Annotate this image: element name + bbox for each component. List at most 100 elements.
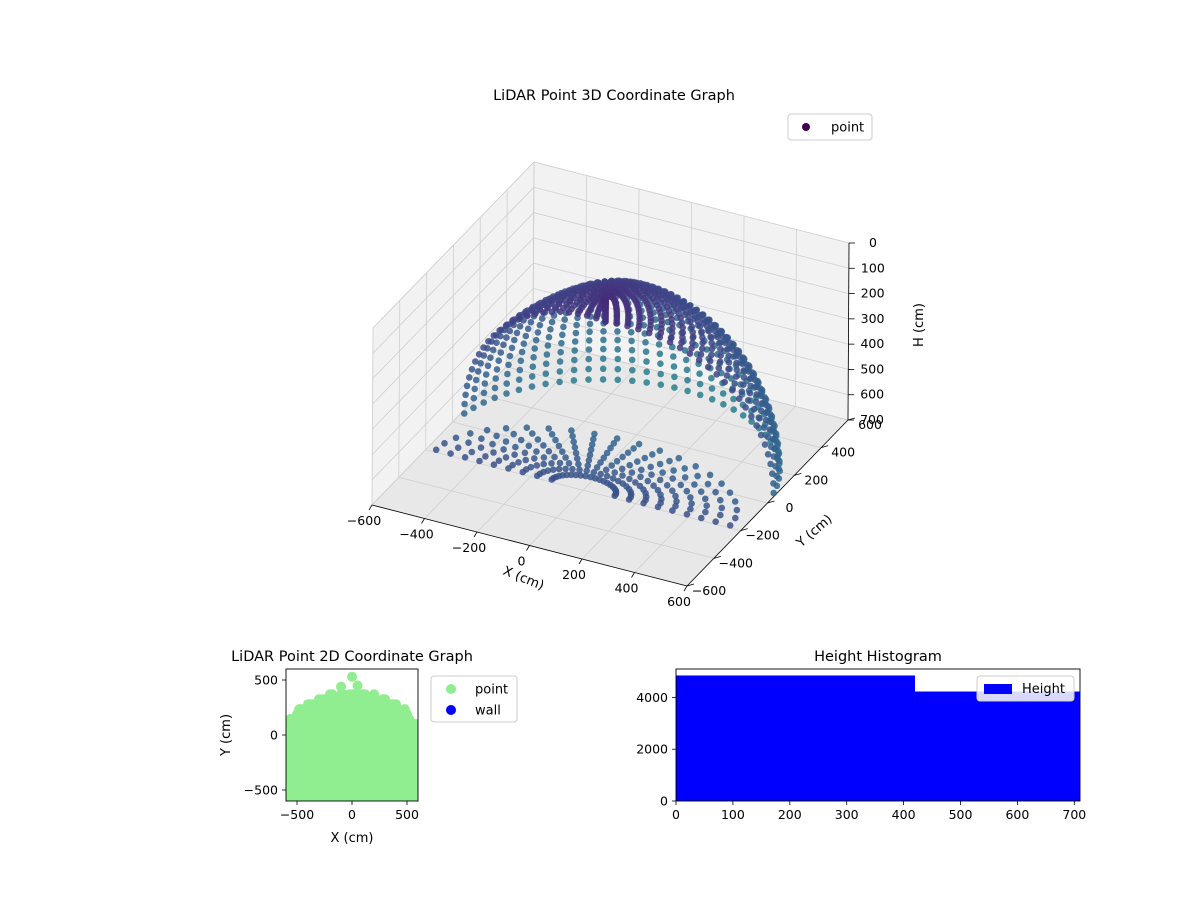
point-marker-2d [413,728,418,739]
point-marker-3d [571,444,579,451]
point-marker-3d [533,472,541,480]
point-marker-3d [538,315,546,322]
point-marker-3d [683,511,691,518]
point-marker-3d [628,356,636,364]
point-marker-3d [522,456,529,464]
point-marker-3d [480,399,488,406]
point-marker-3d [540,309,547,316]
point-marker-3d [482,453,489,460]
point-marker-3d [643,368,650,376]
point-marker-3d [522,332,530,340]
point-marker-3d [697,488,705,496]
point-marker-3d [573,321,580,329]
point-marker-3d [687,505,694,513]
point-marker-3d [708,321,715,329]
y-tick-label-hist: 0 [660,794,668,809]
point-marker-3d [542,360,550,368]
point-marker-3d [544,342,552,349]
point-marker-3d [632,479,639,486]
point-marker-3d [478,435,485,443]
point-marker-3d [753,422,760,429]
point-marker-3d [699,334,706,341]
point-marker-3d [629,366,636,374]
point-marker-3d [490,332,498,339]
point-marker-3d [516,315,524,322]
point-marker-3d [613,435,621,442]
point-marker-3d [461,454,469,461]
y-tick-label: 0 [786,500,794,515]
point-marker-3d [467,430,474,437]
point-marker-3d [648,471,655,479]
point-marker-3d [702,495,709,503]
point-marker-3d [599,355,607,363]
point-marker-3d [772,463,779,470]
point-marker-3d [703,502,710,510]
point-marker-3d [762,416,770,424]
point-marker-3d [656,350,664,358]
chart-title-histogram: Height Histogram [814,649,942,665]
point-marker-3d [452,434,460,442]
point-marker-3d [493,432,500,440]
point-marker-3d [681,474,689,481]
point-marker-3d [738,388,746,396]
point-marker-3d [675,454,683,462]
z-tick-label: 300 [861,311,885,326]
point-marker-3d [503,380,511,387]
point-marker-3d [519,468,527,476]
z-tick-label: 100 [861,260,885,275]
point-marker-3d [643,358,650,365]
point-marker-3d [560,323,567,331]
point-marker-3d [725,365,732,373]
point-marker-3d [672,492,679,500]
point-marker-3d [490,449,497,456]
point-marker-3d [656,476,664,484]
point-marker-3d [708,374,715,382]
point-marker-3d [696,370,703,378]
point-marker-3d [630,445,637,452]
point-marker-3d [603,472,611,480]
point-marker-3d [523,424,531,432]
point-marker-3d [696,380,704,388]
point-marker-3d [717,345,724,353]
point-marker-2d [352,680,363,691]
x-tick-label-2d: 0 [348,807,356,822]
z-axis-label-3d: H (cm) [912,303,927,347]
point-marker-3d [770,489,777,497]
point-marker-3d [542,380,549,388]
point-marker-3d [683,366,691,374]
point-marker-3d [487,354,494,362]
chart-title-2d: LiDAR Point 2D Coordinate Graph [231,649,473,665]
point-marker-3d [491,384,499,392]
point-marker-3d [676,344,684,352]
point-marker-3d [587,473,594,481]
point-marker-3d [691,312,698,320]
point-marker-3d [475,351,483,358]
y-tick-label: 200 [804,472,828,487]
y-tick-mark [740,528,748,532]
point-marker-3d [769,435,777,443]
point-marker-3d [689,334,697,341]
point-marker-3d [565,460,573,467]
point-marker-3d [724,346,731,353]
point-marker-3d [688,323,696,331]
point-marker-3d [698,514,705,522]
point-marker-3d [635,325,642,333]
point-marker-3d [548,476,555,483]
point-marker-3d [726,522,734,529]
y-tick-label-2d: 0 [270,728,278,743]
point-marker-3d [657,370,664,378]
point-marker-3d [669,475,676,482]
point-marker-3d [713,371,720,378]
point-marker-3d [614,376,622,384]
point-marker-3d [602,466,610,474]
plot-2d: LiDAR Point 2D Coordinate Graph −500 0 500… [219,649,518,846]
point-marker-3d [626,475,633,483]
point-marker-3d [530,354,537,361]
point-marker-3d [628,337,635,345]
tick-labels-3d: 0100200300400500600700−600−400−200020040… [347,235,885,609]
point-marker-3d [704,480,712,488]
point-marker-3d [468,366,476,373]
gridline-h [372,186,849,354]
point-marker-3d [540,460,547,468]
point-marker-3d [588,441,596,448]
